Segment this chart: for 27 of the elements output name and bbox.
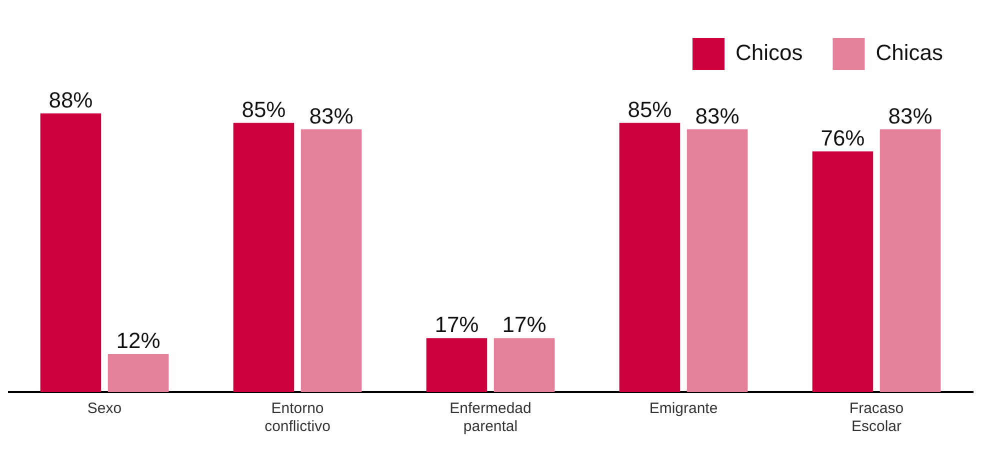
bar <box>686 129 748 392</box>
bar <box>233 122 294 392</box>
bar <box>880 129 941 392</box>
bar <box>812 151 874 392</box>
data-label: 76% <box>820 125 865 150</box>
bar <box>300 129 362 392</box>
bar <box>619 122 680 392</box>
bar <box>40 113 102 392</box>
data-label: 83% <box>695 103 740 128</box>
legend-label: Chicos <box>736 40 803 66</box>
bar <box>494 338 555 392</box>
x-tick-label: Fracaso Escolar <box>849 400 904 436</box>
data-label: 83% <box>888 103 932 128</box>
x-tick-label: Entorno conflictivo <box>264 400 330 436</box>
data-label: 17% <box>434 312 479 338</box>
x-tick-label: Emigrante <box>649 400 718 418</box>
data-label: 85% <box>628 96 672 122</box>
x-tick-label: Enfermedad parental <box>450 400 532 436</box>
data-label: 85% <box>242 96 286 122</box>
data-label: 88% <box>48 87 93 112</box>
bar <box>108 354 169 392</box>
bar <box>426 338 488 392</box>
data-label: 12% <box>116 328 160 354</box>
legend-label: Chicas <box>876 40 944 66</box>
data-label: 17% <box>502 312 546 338</box>
data-label: 83% <box>309 103 354 128</box>
x-tick-label: Sexo <box>87 400 122 418</box>
